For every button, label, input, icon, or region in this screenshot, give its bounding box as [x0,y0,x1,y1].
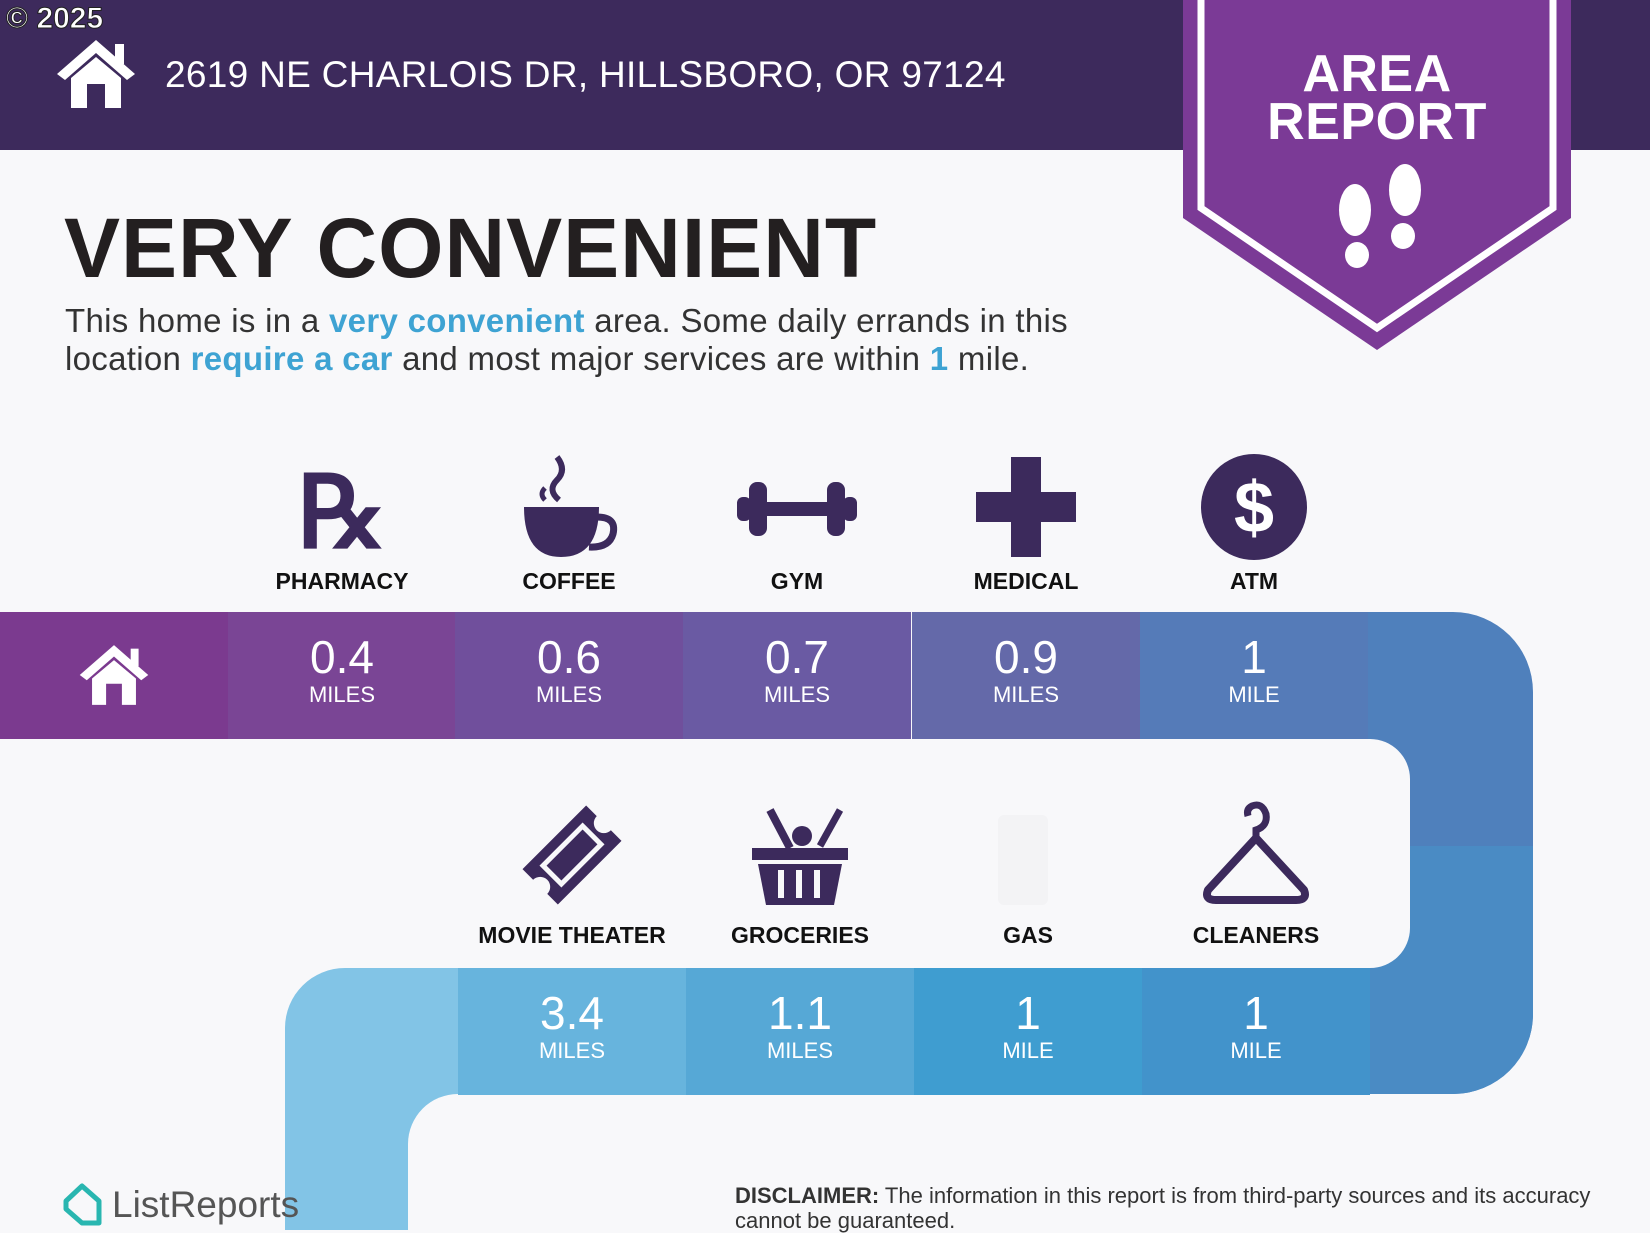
distance-value: 1.1 [768,987,832,1039]
description: This home is in a very convenient area. … [65,302,1068,377]
home-cell [0,612,228,739]
listreports-logo-icon [63,1183,102,1226]
grocery-basket-icon [752,808,848,905]
distance-unit: MILE [1230,1038,1282,1063]
distance-unit: MILES [763,682,831,707]
distance-value: 3.4 [540,987,604,1039]
distance-value: 1 [1015,987,1041,1039]
category-label: PHARMACY [275,568,409,594]
category-label: MEDICAL [973,568,1079,594]
road-gap-bottom [408,1094,1650,1230]
category-label: ATM [1229,568,1279,594]
distance-cell: 1.1 MILES [686,968,914,1095]
svg-text:$: $ [1234,468,1274,548]
hanger-icon [1203,801,1309,904]
svg-text:℞: ℞ [297,457,387,562]
category-label: CLEANERS [1192,922,1320,948]
distance-unit: MILES [535,682,603,707]
distance-value: 0.4 [310,631,374,683]
area-report-badge [1183,0,1571,350]
footprints-icon [1339,164,1421,268]
copyright: © 2025 [5,2,104,36]
road-gap [0,739,1410,968]
distance-value: 1 [1241,631,1267,683]
distance-unit: MILES [766,1038,834,1063]
coffee-cup-icon [524,455,618,557]
distance-cell: 1 MILE [1142,968,1370,1095]
distance-cell: 0.9 MILES [912,612,1140,739]
category-label: MOVIE THEATER [478,922,666,948]
house-icon [79,645,149,705]
disclaimer: DISCLAIMER: The information in this repo… [735,1183,1591,1233]
dumbbell-icon [737,482,857,536]
distance-value: 0.7 [765,631,829,683]
distance-unit: MILES [992,682,1060,707]
ticket-icon [522,805,622,905]
rx-icon: ℞ [297,457,387,562]
medical-cross-icon [976,457,1076,557]
distance-cell: 1 MILE [914,968,1142,1095]
category-label: GYM [770,568,824,594]
distance-unit: MILES [538,1038,606,1063]
distance-cell: 0.6 MILES [455,612,683,739]
distance-value: 1 [1243,987,1269,1039]
category-label: COFFEE [522,568,616,594]
distance-value: 0.9 [994,631,1058,683]
distance-cell: 0.7 MILES [683,612,911,739]
category-label: GROCERIES [730,922,870,948]
distance-unit: MILE [1002,1038,1054,1063]
gas-pump-icon [998,815,1048,905]
category-label: GAS [1003,922,1053,948]
distance-unit: MILES [308,682,376,707]
distance-unit: MILE [1228,682,1280,707]
dollar-icon: $ [1201,454,1307,560]
property-address: 2619 NE CHARLOIS DR, HILLSBORO, OR 97124 [165,54,1006,95]
badge-title: AREA REPORT [1267,45,1487,151]
page-title: VERY CONVENIENT [64,201,878,295]
distance-cell: 0.4 MILES [228,612,456,739]
distance-value: 0.6 [537,631,601,683]
distance-cell: 3.4 MILES [458,968,686,1095]
house-icon [57,40,135,108]
distance-cell: 1 MILE [1140,612,1368,739]
listreports-logo: ListReports [62,1183,299,1227]
